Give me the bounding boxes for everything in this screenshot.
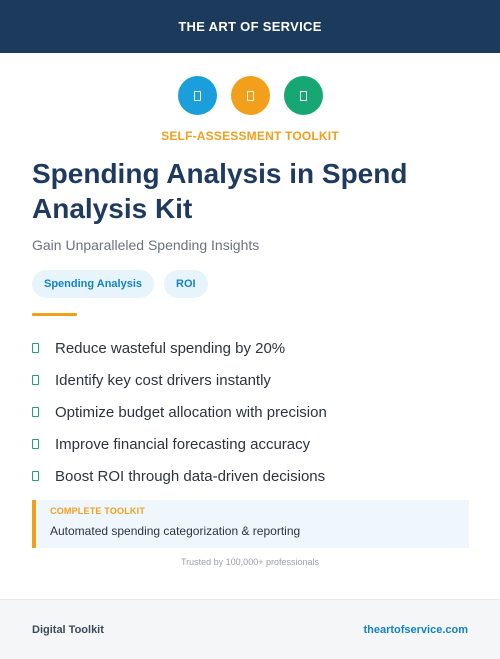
- benefit-item: Identify key cost drivers instantly: [32, 364, 327, 396]
- callout-label: COMPLETE TOOLKIT: [50, 506, 146, 516]
- toolkit-callout: COMPLETE TOOLKIT Automated spending cate…: [32, 500, 469, 548]
- website-link[interactable]: theartofservice.com: [363, 623, 468, 636]
- benefit-item: Optimize budget allocation with precisio…: [32, 396, 327, 428]
- orange-circle-icon: [230, 76, 270, 115]
- page-title: Spending Analysis in Spend Analysis Kit: [32, 158, 408, 224]
- benefit-list: Reduce wasteful spending by 20% Identify…: [32, 332, 327, 492]
- tag-spending-analysis: Spending Analysis: [32, 270, 155, 298]
- check-icon: [32, 343, 39, 353]
- check-icon: [32, 407, 39, 417]
- accent-divider: [32, 313, 77, 316]
- document-icon: [193, 90, 201, 101]
- eyebrow-label: SELF-ASSESSMENT TOOLKIT: [161, 129, 339, 143]
- blue-circle-icon: [177, 76, 217, 115]
- trust-note: Trusted by 100,000+ professionals: [180, 557, 319, 567]
- footer-bar: Digital Toolkit theartofservice.com: [0, 599, 500, 659]
- tag-roi: ROI: [164, 270, 208, 298]
- green-circle-icon: [283, 76, 323, 115]
- benefit-text: Boost ROI through data-driven decisions: [55, 467, 326, 485]
- footer-label: Digital Toolkit: [32, 623, 104, 636]
- brand-name: THE ART OF SERVICE: [178, 19, 322, 34]
- benefit-text: Reduce wasteful spending by 20%: [55, 339, 286, 357]
- benefit-text: Identify key cost drivers instantly: [55, 371, 271, 389]
- benefit-item: Improve financial forecasting accuracy: [32, 428, 327, 460]
- document-icon: [299, 90, 307, 101]
- header-bar: THE ART OF SERVICE: [0, 0, 500, 53]
- check-icon: [32, 439, 39, 449]
- icon-row: [0, 76, 500, 115]
- check-icon: [32, 375, 39, 385]
- benefit-text: Optimize budget allocation with precisio…: [55, 403, 327, 421]
- document-icon: [246, 90, 254, 101]
- tag-list: Spending Analysis ROI: [32, 270, 208, 298]
- benefit-item: Reduce wasteful spending by 20%: [32, 332, 327, 364]
- benefit-item: Boost ROI through data-driven decisions: [32, 460, 327, 492]
- callout-text: Automated spending categorization & repo…: [50, 524, 301, 538]
- subtitle: Gain Unparalleled Spending Insights: [32, 237, 260, 253]
- benefit-text: Improve financial forecasting accuracy: [55, 435, 311, 453]
- check-icon: [32, 471, 39, 481]
